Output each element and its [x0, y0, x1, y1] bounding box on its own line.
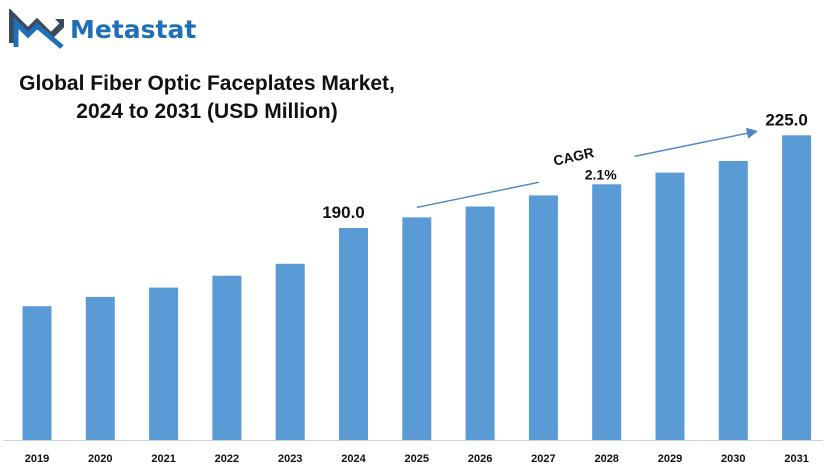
bar-2028	[592, 184, 622, 440]
chart-subtitle: 2024 to 2031 (USD Million)	[76, 100, 338, 123]
bar-2024	[339, 228, 368, 440]
bar-2026	[465, 206, 495, 440]
bar-2020	[85, 296, 115, 440]
bar-2025	[402, 217, 432, 440]
brand-name: Metastat	[70, 14, 197, 44]
bar-2029	[655, 172, 685, 440]
cagr-arrow-segment-2	[634, 127, 758, 157]
x-tick-label-2022: 2022	[215, 453, 239, 465]
bar-2031	[782, 135, 812, 441]
data-label-2031: 225.0	[765, 110, 808, 129]
bar-2021	[149, 287, 179, 440]
brand-logo: Metastat	[8, 8, 196, 50]
bar-2027	[528, 195, 558, 440]
x-tick-label-2027: 2027	[531, 453, 555, 465]
chart-title-block: Global Fiber Optic Faceplates Market, 20…	[0, 70, 414, 126]
x-tick-label-2030: 2030	[721, 453, 745, 465]
chart-title: Global Fiber Optic Faceplates Market,	[19, 72, 395, 95]
bar-2023	[275, 263, 305, 440]
x-tick-label-2019: 2019	[25, 453, 49, 465]
x-tick-label-2021: 2021	[151, 453, 175, 465]
x-tick-label-2026: 2026	[468, 453, 492, 465]
x-tick-label-2028: 2028	[594, 453, 618, 465]
bar-2022	[212, 275, 242, 440]
data-label-2024: 190.0	[322, 203, 365, 222]
cagr-label: CAGR	[552, 144, 596, 169]
bar-2030	[718, 161, 748, 440]
cagr-value: 2.1%	[585, 166, 617, 182]
bar-2019	[22, 306, 52, 440]
x-tick-label-2029: 2029	[658, 453, 682, 465]
cagr-arrow-segment-1	[416, 181, 539, 209]
x-tick-label-2023: 2023	[278, 453, 302, 465]
metastat-m-logo-icon	[9, 9, 65, 49]
x-tick-label-2025: 2025	[405, 453, 429, 465]
x-tick-label-2020: 2020	[88, 453, 112, 465]
x-tick-label-2024: 2024	[341, 453, 366, 465]
x-tick-label-2031: 2031	[784, 453, 808, 465]
